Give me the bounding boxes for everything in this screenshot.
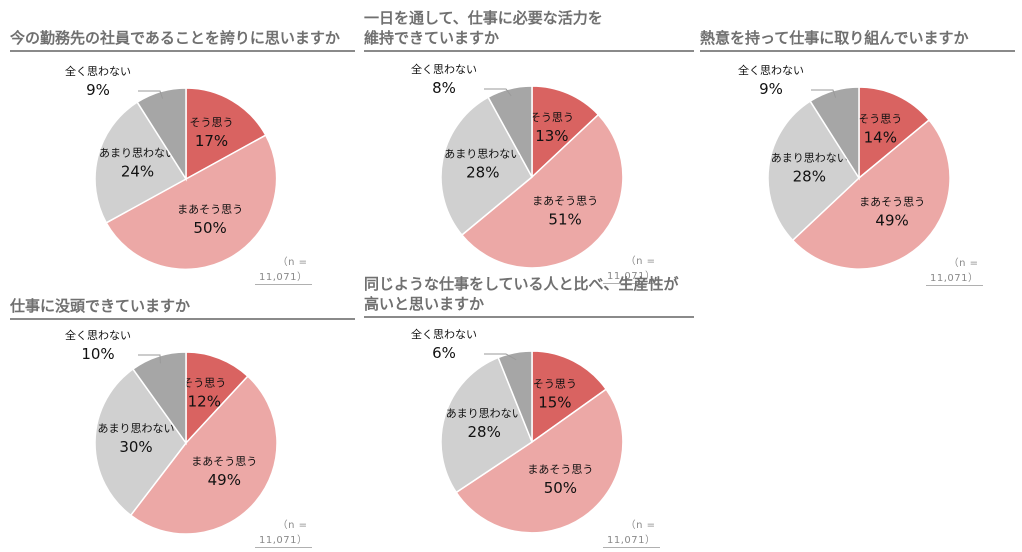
pie-slice-amari-omowanai xyxy=(94,101,188,224)
slice-category-label: 全く思わない xyxy=(65,64,131,78)
pie-slice-mattaku-omowanai xyxy=(131,351,187,446)
chart-title-1: 今の勤務先の社員であることを誇りに思いますか xyxy=(10,28,355,52)
sample-size-note-3: （n = 11,071） xyxy=(926,254,983,286)
pie-slice-sou-omou xyxy=(531,350,608,444)
chart-title-2: 一日を通して、仕事に必要な活力を 維持できていますか xyxy=(364,8,694,52)
pie-slice-maa-sou-omou xyxy=(791,118,951,270)
slice-category-label: まあそう思う xyxy=(527,463,593,476)
pie-slice-sou-omou xyxy=(185,87,267,181)
leader-line xyxy=(484,88,512,97)
slice-value-label: 14% xyxy=(864,129,897,147)
slice-value-label: 9% xyxy=(86,81,110,99)
pie-slice-maa-sou-omou xyxy=(105,134,278,271)
pie-slice-sou-omou xyxy=(185,351,249,445)
pie-slice-amari-omowanai xyxy=(440,356,533,494)
pie-slice-mattaku-omowanai xyxy=(487,85,533,178)
pie-slice-sou-omou xyxy=(858,86,931,180)
slice-category-label: あまり思わない xyxy=(771,152,848,165)
chart-title-3: 熱意を持って仕事に取り組んでいますか xyxy=(700,28,1015,52)
chart-title-5: 同じような仕事をしている人と比べ、生産性が 高いと思いますか xyxy=(364,274,694,318)
slice-category-label: そう思う xyxy=(190,116,234,129)
chart-title-4: 仕事に没頭できていますか xyxy=(10,296,355,320)
pie-slice-amari-omowanai xyxy=(767,100,860,242)
slice-category-label: あまり思わない xyxy=(99,147,176,160)
slice-value-label: 49% xyxy=(875,212,908,230)
slice-category-label: まあそう思う xyxy=(532,195,598,208)
slice-value-label: 28% xyxy=(793,168,826,186)
pie-slice-sou-omou xyxy=(531,85,600,179)
slice-category-label: まあそう思う xyxy=(177,203,243,216)
pie-slice-maa-sou-omou xyxy=(455,388,624,534)
slice-category-label: そう思う xyxy=(530,111,574,124)
slice-value-label: 30% xyxy=(119,438,152,456)
slice-value-label: 49% xyxy=(208,471,241,489)
pie-slice-amari-omowanai xyxy=(94,368,187,517)
slice-category-label: 全く思わない xyxy=(738,63,804,77)
slice-category-label: 全く思わない xyxy=(411,327,477,341)
slice-value-label: 6% xyxy=(432,344,456,362)
slice-category-label: まあそう思う xyxy=(859,196,925,209)
slice-value-label: 50% xyxy=(193,219,226,237)
pie-slice-maa-sou-omou xyxy=(129,375,278,535)
slice-value-label: 8% xyxy=(432,79,456,97)
slice-category-label: 全く思わない xyxy=(65,328,131,342)
slice-category-label: そう思う xyxy=(858,113,902,126)
slice-value-label: 28% xyxy=(466,164,499,182)
slice-value-label: 10% xyxy=(81,345,114,363)
slice-value-label: 17% xyxy=(195,132,228,150)
slice-category-label: あまり思わない xyxy=(444,148,521,161)
slice-value-label: 9% xyxy=(759,80,783,98)
sample-size-note-1: （n = 11,071） xyxy=(255,253,312,285)
leader-line xyxy=(138,354,161,364)
slice-value-label: 24% xyxy=(121,163,154,181)
sample-size-note-4: （n = 11,071） xyxy=(255,516,312,548)
pie-slice-amari-omowanai xyxy=(440,96,533,237)
leader-line xyxy=(811,89,837,98)
pie-slice-mattaku-omowanai xyxy=(497,350,533,443)
slice-category-label: あまり思わない xyxy=(98,422,175,435)
slice-value-label: 13% xyxy=(535,127,568,145)
slice-value-label: 28% xyxy=(468,423,501,441)
slice-category-label: 全く思わない xyxy=(411,62,477,76)
pie-slice-maa-sou-omou xyxy=(460,113,624,269)
leader-line xyxy=(484,353,517,361)
slice-category-label: そう思う xyxy=(182,376,226,389)
sample-size-note-5: （n = 11,071） xyxy=(603,516,660,548)
slice-value-label: 15% xyxy=(538,394,571,412)
slice-category-label: まあそう思う xyxy=(191,455,257,468)
slice-category-label: そう思う xyxy=(533,378,577,391)
slice-value-label: 50% xyxy=(544,479,577,497)
sample-size-note-2: （n = 11,071） xyxy=(603,252,660,284)
slice-value-label: 12% xyxy=(188,392,221,410)
slice-value-label: 51% xyxy=(548,211,581,229)
leader-line xyxy=(138,90,164,99)
slice-category-label: あまり思わない xyxy=(446,407,523,420)
